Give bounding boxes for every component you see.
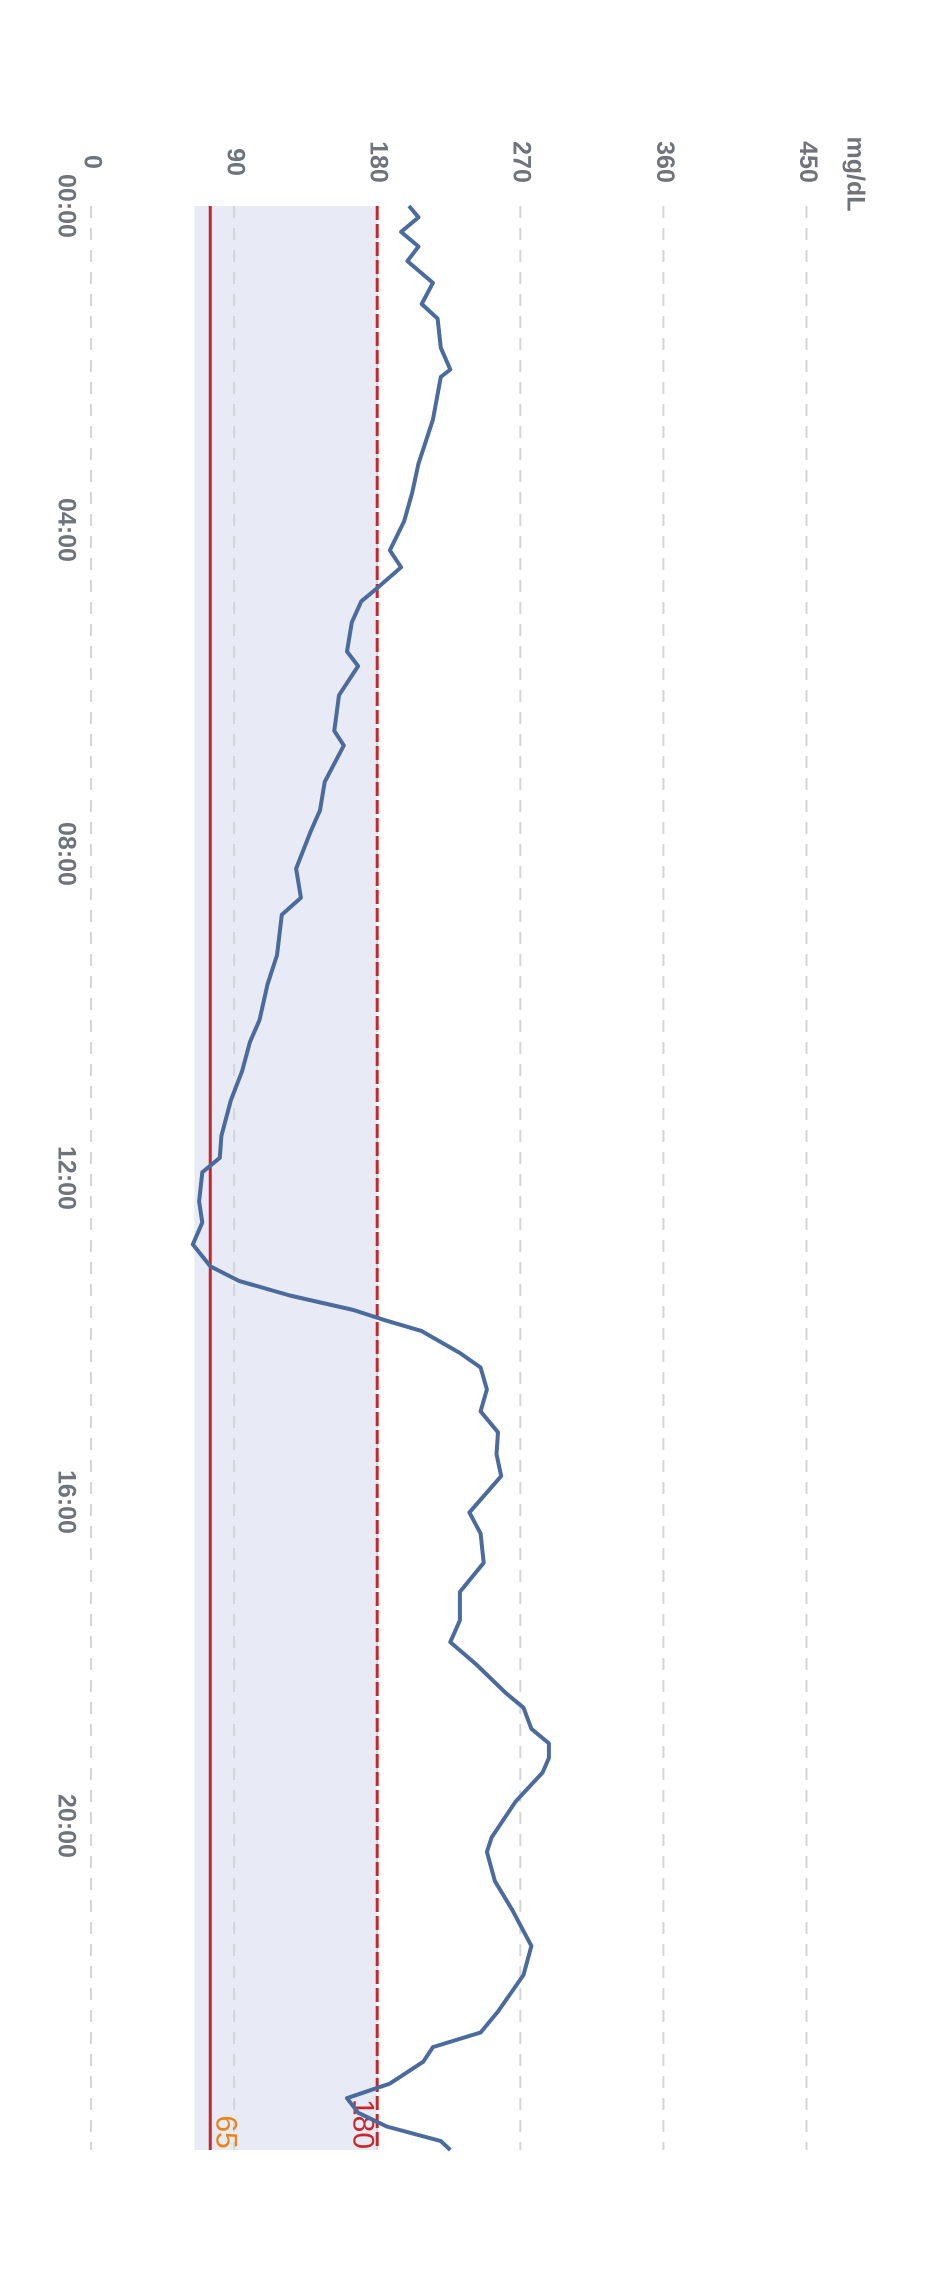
x-tick-label: 16:00 [52, 1470, 80, 1534]
glucose-line [190, 204, 551, 2152]
x-tick-label: 00:00 [52, 174, 80, 238]
unit-label: mg/dL [841, 137, 869, 212]
y-tick-label: 0 [78, 155, 106, 169]
x-tick-label: 12:00 [52, 1146, 80, 1210]
target-range [194, 206, 378, 2150]
y-tick-label: 180 [365, 141, 393, 183]
x-tick-label: 08:00 [52, 822, 80, 886]
low-label: 65 [209, 2115, 242, 2148]
y-tick-label: 270 [508, 141, 536, 183]
y-tick-label: 360 [651, 141, 679, 183]
y-tick-label: 450 [794, 141, 822, 183]
x-tick-label: 04:00 [52, 498, 80, 562]
x-tick-label: 20:00 [52, 1794, 80, 1858]
y-tick-label: 90 [221, 148, 249, 176]
